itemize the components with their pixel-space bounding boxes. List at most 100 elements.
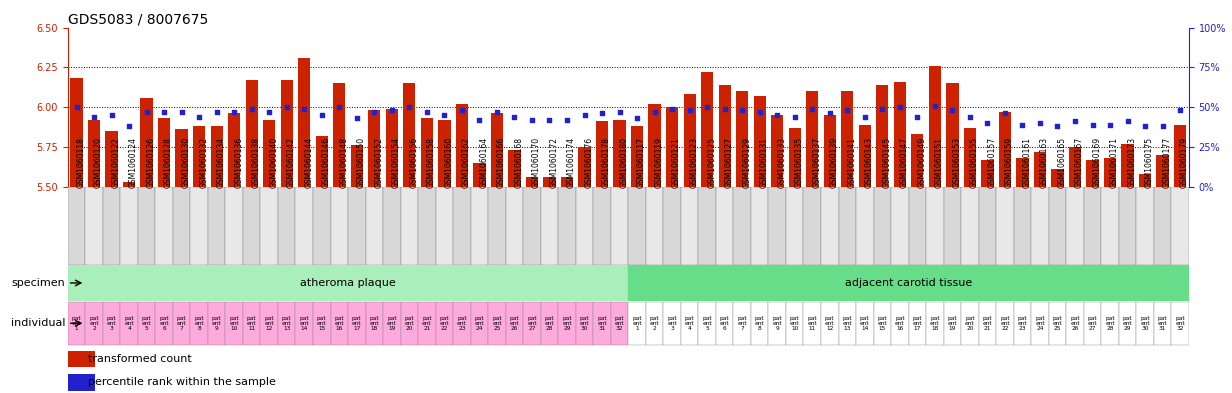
Point [540,117,559,123]
Bar [1066,301,1084,345]
Text: GSM1060165: GSM1060165 [1057,137,1067,188]
Bar [68,351,95,367]
Bar [260,301,278,345]
Bar [245,80,257,187]
Bar [803,187,821,265]
Bar [733,301,752,345]
Text: pat
ent
24: pat ent 24 [1035,316,1045,331]
Point [382,107,402,114]
Point [452,107,472,114]
Bar [786,301,803,345]
Point [1100,121,1120,128]
Text: pat
ent
18: pat ent 18 [370,316,379,331]
Text: GSM1060168: GSM1060168 [515,137,524,188]
Bar [944,187,961,265]
Bar [368,110,381,187]
Bar [1154,301,1172,345]
Point [277,104,297,110]
Bar [524,301,541,345]
Bar [1172,301,1189,345]
Text: GSM1060178: GSM1060178 [602,137,611,188]
Point [593,110,612,117]
Text: pat
ent
13: pat ent 13 [843,316,853,331]
Point [838,107,857,114]
Text: pat
ent
15: pat ent 15 [317,316,326,331]
Bar [1051,169,1063,187]
Bar [193,126,206,187]
Text: GSM1060170: GSM1060170 [532,137,541,188]
Bar [436,187,453,265]
Text: pat
ent
3: pat ent 3 [668,316,676,331]
Text: GSM1060160: GSM1060160 [445,137,453,188]
Bar [243,301,260,345]
Bar [1084,301,1101,345]
Text: GSM1060162: GSM1060162 [462,137,471,188]
Text: specimen: specimen [11,278,65,288]
Point [557,117,577,123]
Bar [260,187,278,265]
Bar [1048,301,1066,345]
Text: GSM1060119: GSM1060119 [654,137,664,188]
Text: pat
ent
21: pat ent 21 [983,316,992,331]
Bar [839,187,856,265]
Text: pat
ent
22: pat ent 22 [440,316,450,331]
Bar [961,187,978,265]
Bar [908,187,926,265]
Point [487,109,506,115]
Bar [769,187,786,265]
Bar [68,301,85,345]
Bar [1016,158,1029,187]
Text: GSM1060137: GSM1060137 [812,137,822,188]
Text: GSM1060132: GSM1060132 [200,137,208,188]
Bar [155,301,172,345]
Text: pat
ent
27: pat ent 27 [527,316,537,331]
Text: pat
ent
1: pat ent 1 [632,316,642,331]
Bar [978,301,997,345]
Bar [541,301,558,345]
Bar [123,182,136,187]
Bar [505,187,524,265]
Bar [471,301,488,345]
Text: GSM1060141: GSM1060141 [848,137,856,188]
Bar [663,187,681,265]
Text: GSM1060175: GSM1060175 [1145,137,1154,188]
Bar [841,91,854,187]
Text: GSM1060159: GSM1060159 [1005,137,1014,188]
Point [1013,121,1032,128]
Text: pat
ent
26: pat ent 26 [1071,316,1079,331]
Text: pat
ent
16: pat ent 16 [334,316,344,331]
Bar [453,301,471,345]
Bar [315,136,328,187]
Point [872,106,892,112]
Bar [1014,187,1031,265]
Text: GSM1060169: GSM1060169 [1093,137,1101,188]
Bar [1104,158,1116,187]
Text: GSM1060134: GSM1060134 [217,137,225,188]
Bar [211,126,223,187]
Bar [330,187,347,265]
Text: GSM1060149: GSM1060149 [918,137,926,188]
Text: GSM1060129: GSM1060129 [742,137,752,188]
Point [1047,123,1067,129]
Bar [488,301,505,345]
Text: pat
ent
28: pat ent 28 [1105,316,1115,331]
Text: GSM1060120: GSM1060120 [94,137,103,188]
Text: GSM1060118: GSM1060118 [76,138,85,188]
Bar [803,301,821,345]
Bar [876,85,888,187]
Bar [1136,187,1154,265]
Bar [296,301,313,345]
Point [102,112,122,118]
Bar [594,301,611,345]
Bar [403,83,415,187]
Text: GSM1060158: GSM1060158 [426,137,436,188]
Bar [754,96,766,187]
Bar [912,134,924,187]
Bar [400,301,418,345]
Text: GSM1060179: GSM1060179 [1180,137,1189,188]
Bar [667,107,679,187]
Point [67,104,86,110]
Text: pat
ent
7: pat ent 7 [177,316,186,331]
Bar [421,118,432,187]
Bar [85,187,102,265]
